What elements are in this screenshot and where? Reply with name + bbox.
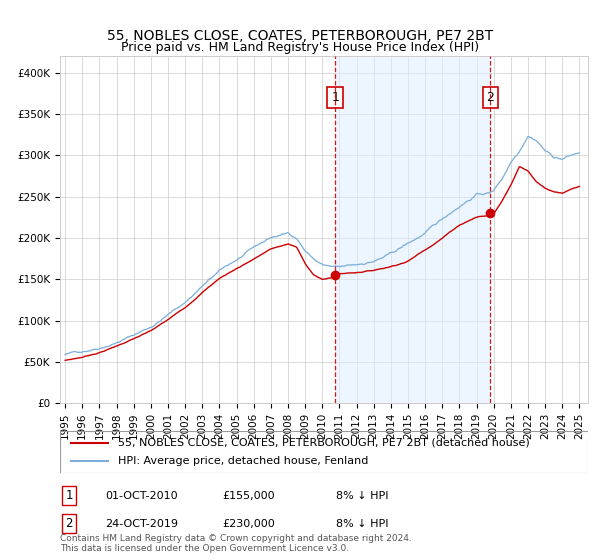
Text: HPI: Average price, detached house, Fenland: HPI: Average price, detached house, Fenl… (118, 456, 368, 466)
Text: £155,000: £155,000 (222, 491, 275, 501)
Text: 24-OCT-2019: 24-OCT-2019 (105, 519, 178, 529)
Text: 1: 1 (65, 489, 73, 502)
Text: 01-OCT-2010: 01-OCT-2010 (105, 491, 178, 501)
Text: Contains HM Land Registry data © Crown copyright and database right 2024.
This d: Contains HM Land Registry data © Crown c… (60, 534, 412, 553)
Text: £230,000: £230,000 (222, 519, 275, 529)
Text: 8% ↓ HPI: 8% ↓ HPI (336, 491, 389, 501)
Text: 2: 2 (487, 91, 494, 104)
Text: 55, NOBLES CLOSE, COATES, PETERBOROUGH, PE7 2BT: 55, NOBLES CLOSE, COATES, PETERBOROUGH, … (107, 29, 493, 44)
Text: 2: 2 (65, 517, 73, 530)
Text: 8% ↓ HPI: 8% ↓ HPI (336, 519, 389, 529)
Text: Price paid vs. HM Land Registry's House Price Index (HPI): Price paid vs. HM Land Registry's House … (121, 41, 479, 54)
Text: 55, NOBLES CLOSE, COATES, PETERBOROUGH, PE7 2BT (detached house): 55, NOBLES CLOSE, COATES, PETERBOROUGH, … (118, 438, 530, 448)
Text: 1: 1 (331, 91, 339, 104)
